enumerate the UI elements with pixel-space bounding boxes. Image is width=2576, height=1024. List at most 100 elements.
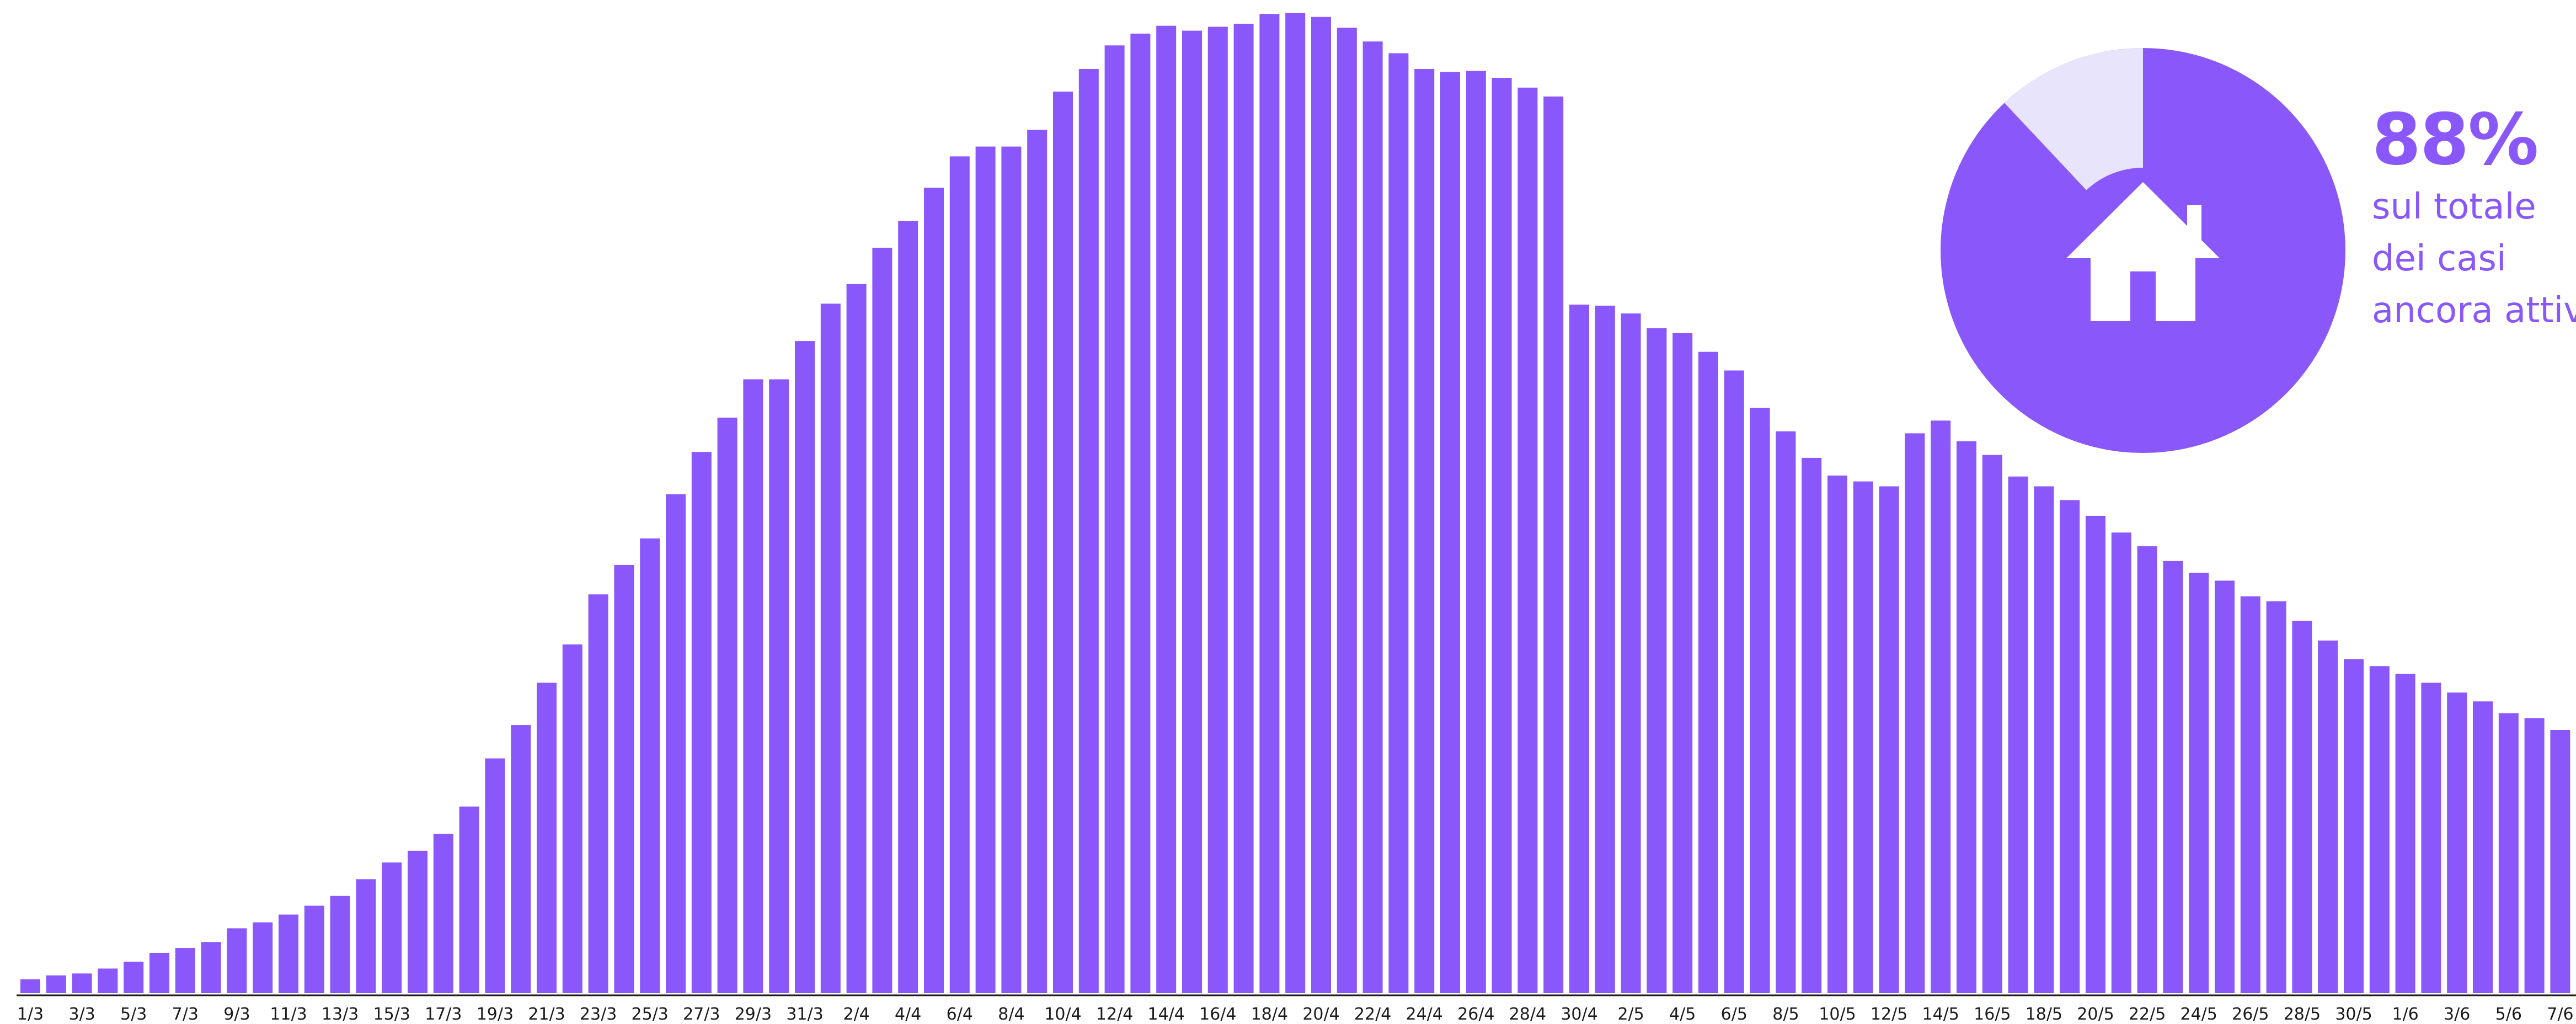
bar — [924, 188, 944, 993]
bar — [2111, 532, 2131, 993]
x-tick-label: 10/4 — [1044, 1005, 1081, 1024]
x-tick-label: 30/4 — [1560, 1005, 1597, 1024]
bar — [2524, 718, 2545, 993]
x-tick-label: 5/3 — [120, 1005, 147, 1024]
bar — [2395, 674, 2415, 993]
x-tick-label: 11/3 — [270, 1005, 307, 1024]
bar — [1879, 486, 1899, 993]
bar — [1776, 431, 1796, 993]
x-tick-label: 2/4 — [843, 1005, 869, 1024]
x-tick-label: 31/3 — [786, 1005, 823, 1024]
bar — [408, 850, 427, 993]
bar — [2189, 573, 2209, 993]
bar — [691, 452, 712, 993]
bar — [1466, 71, 1486, 994]
bar — [898, 221, 918, 993]
x-tick-label: 24/5 — [2180, 1005, 2217, 1024]
bar — [1053, 92, 1073, 993]
donut-light-slice — [2004, 48, 2143, 190]
x-tick-label: 1/6 — [2392, 1005, 2418, 1024]
x-tick-label: 20/5 — [2077, 1005, 2114, 1024]
bar — [1957, 441, 1976, 993]
x-tick-label: 8/4 — [998, 1005, 1024, 1024]
bar — [511, 725, 531, 993]
bar — [2369, 666, 2390, 993]
bar — [1440, 72, 1460, 993]
bar — [485, 758, 505, 993]
x-tick-label: 30/5 — [2335, 1005, 2372, 1024]
x-tick-label: 8/5 — [1772, 1005, 1799, 1024]
x-tick-label: 2/5 — [1617, 1005, 1644, 1024]
bar — [2318, 641, 2338, 993]
bar — [20, 979, 40, 993]
bar — [1621, 313, 1641, 994]
bar — [1078, 69, 1099, 993]
bar — [820, 303, 841, 993]
bar — [253, 922, 273, 993]
bar — [975, 146, 996, 994]
bar — [98, 968, 118, 993]
bar — [614, 564, 634, 993]
bar — [846, 284, 867, 993]
x-tick-label: 12/5 — [1870, 1005, 1907, 1024]
bar — [124, 962, 144, 993]
bar — [1311, 17, 1331, 994]
x-tick-label: 16/5 — [1974, 1005, 2011, 1024]
stat-value: 88% — [2372, 99, 2538, 181]
bar — [149, 953, 169, 993]
bar — [743, 379, 763, 993]
bar — [640, 538, 660, 993]
bar — [1414, 69, 1435, 993]
bar — [588, 594, 608, 993]
bar — [382, 862, 402, 993]
x-tick-label: 15/3 — [373, 1005, 410, 1024]
x-tick-label: 19/3 — [477, 1005, 514, 1024]
stat-panel: 88% sul totale dei casi ancora attivi — [2372, 105, 2576, 337]
x-tick-label: 9/3 — [223, 1005, 250, 1024]
x-tick-label: 25/3 — [632, 1005, 669, 1024]
bar — [2266, 601, 2286, 993]
bar — [1569, 305, 1589, 994]
bar — [1672, 333, 1693, 993]
x-tick-label: 5/6 — [2495, 1005, 2522, 1024]
bar — [330, 895, 350, 993]
bar — [1827, 475, 1847, 993]
bar — [1285, 13, 1306, 994]
x-tick-label: 1/3 — [17, 1005, 44, 1024]
bar — [2550, 730, 2570, 993]
bar — [1362, 41, 1383, 994]
x-tick-label: 26/4 — [1457, 1005, 1494, 1024]
bar — [1492, 78, 1512, 993]
x-tick-label: 4/5 — [1669, 1005, 1696, 1024]
bar — [2421, 682, 2441, 993]
bar — [2292, 621, 2312, 993]
x-tick-label: 12/4 — [1096, 1005, 1133, 1024]
donut-chart — [1941, 48, 2345, 453]
bars-group — [20, 13, 2570, 994]
x-tick-label: 18/4 — [1251, 1005, 1288, 1024]
bar — [2137, 546, 2157, 993]
x-tick-label: 14/4 — [1148, 1005, 1185, 1024]
bar — [769, 379, 789, 993]
bar — [175, 948, 195, 993]
bar — [1027, 130, 1047, 993]
bar — [1104, 45, 1125, 993]
x-tick-label: 7/6 — [2547, 1005, 2573, 1024]
bar — [2447, 692, 2467, 993]
bar — [1595, 306, 1615, 993]
bar — [1724, 370, 1744, 993]
bar — [1647, 328, 1667, 993]
bar — [356, 879, 376, 993]
x-tick-label: 14/5 — [1922, 1005, 1959, 1024]
bar — [2060, 500, 2080, 993]
x-tick-label: 28/4 — [1509, 1005, 1546, 1024]
bar — [72, 973, 92, 993]
x-tick-label: 23/3 — [580, 1005, 617, 1024]
x-tick-label: 17/3 — [425, 1005, 462, 1024]
bar — [1207, 26, 1228, 993]
bar — [1182, 30, 1202, 994]
bar — [279, 914, 298, 993]
x-tick-label: 24/4 — [1406, 1005, 1443, 1024]
x-tick-label: 6/4 — [947, 1005, 973, 1024]
